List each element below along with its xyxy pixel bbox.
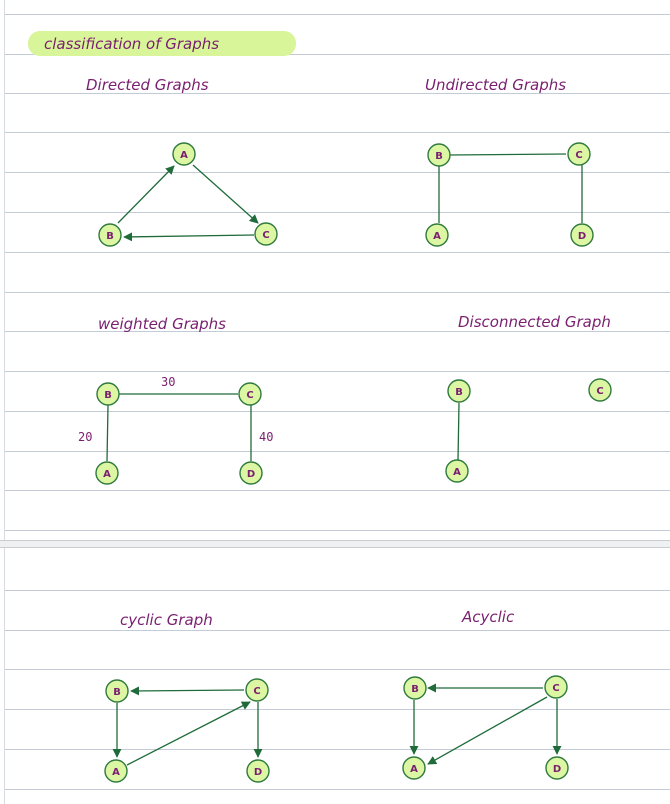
- notebook-page-1: [4, 0, 670, 540]
- node-b-label: B: [435, 151, 443, 162]
- directed-graph: Directed Graphs A B C: [86, 76, 278, 247]
- cyclic-graph: cyclic Graph B C A D: [104, 611, 270, 783]
- node-c-label: C: [246, 390, 253, 401]
- undirected-graph-title: Undirected Graphs: [425, 76, 566, 94]
- node-c-label: C: [596, 386, 603, 397]
- title-highlight: [28, 31, 296, 56]
- edge-b-a: [117, 165, 175, 224]
- node-d-label: D: [553, 764, 561, 775]
- page-gap: [0, 540, 670, 548]
- node-a: A: [445, 459, 469, 483]
- node-d-label: D: [247, 469, 255, 480]
- node-c: C: [238, 382, 262, 406]
- main-title: classification of Graphs: [28, 31, 296, 56]
- node-d: D: [545, 756, 569, 780]
- node-a-label: A: [180, 150, 188, 161]
- node-b-label: B: [104, 390, 112, 401]
- node-d: D: [246, 759, 270, 783]
- node-a: A: [172, 142, 196, 166]
- edge-a-c: [192, 164, 259, 224]
- node-c-label: C: [253, 686, 260, 697]
- node-b-label: B: [113, 687, 121, 698]
- node-d: D: [570, 223, 594, 247]
- node-b: B: [447, 379, 471, 403]
- weighted-graph-title: weighted Graphs: [98, 315, 226, 333]
- node-c-label: C: [575, 150, 582, 161]
- weighted-graph: weighted Graphs 30 20 40 B C A D: [78, 315, 273, 485]
- node-c: C: [254, 222, 278, 246]
- node-c: C: [588, 378, 612, 402]
- acyclic-graph: Acyclic B C A D: [402, 608, 569, 780]
- edge-b-a: [457, 402, 460, 461]
- weight-b-a: 20: [78, 430, 92, 444]
- edge-b-a: [106, 404, 109, 462]
- node-c: C: [567, 142, 591, 166]
- page-title: classification of Graphs: [44, 35, 219, 53]
- node-c-label: C: [552, 683, 559, 694]
- node-a-label: A: [433, 231, 441, 242]
- undirected-graph: Undirected Graphs B C A D: [425, 76, 594, 247]
- node-b: B: [96, 382, 120, 406]
- node-b: B: [98, 223, 122, 247]
- node-a-label: A: [103, 469, 111, 480]
- node-a-label: A: [453, 467, 461, 478]
- weight-c-d: 40: [259, 430, 273, 444]
- cyclic-graph-title: cyclic Graph: [120, 611, 213, 629]
- node-d-label: D: [254, 767, 262, 778]
- edge-c-a: [427, 696, 548, 765]
- node-b: B: [105, 679, 129, 703]
- edge-b-c: [448, 153, 567, 156]
- node-b: B: [403, 676, 427, 700]
- node-a: A: [95, 461, 119, 485]
- edge-a-c: [126, 701, 251, 766]
- node-a: A: [425, 223, 449, 247]
- node-b-label: B: [411, 684, 419, 695]
- disconnected-graph-title: Disconnected Graph: [458, 313, 611, 331]
- node-c: C: [544, 675, 568, 699]
- node-c: C: [245, 678, 269, 702]
- weight-b-c: 30: [161, 375, 175, 389]
- node-a-label: A: [410, 764, 418, 775]
- node-b-label: B: [455, 387, 463, 398]
- node-d: D: [239, 461, 263, 485]
- disconnected-graph: Disconnected Graph B C A: [445, 313, 612, 483]
- node-a: A: [402, 756, 426, 780]
- edge-c-b: [130, 686, 245, 696]
- acyclic-graph-title: Acyclic: [461, 608, 515, 626]
- node-b: B: [427, 143, 451, 167]
- node-a-label: A: [112, 767, 120, 778]
- node-d-label: D: [578, 231, 586, 242]
- directed-graph-title: Directed Graphs: [86, 76, 209, 94]
- node-b-label: B: [106, 231, 114, 242]
- node-c-label: C: [262, 230, 269, 241]
- node-a: A: [104, 759, 128, 783]
- edge-c-b: [123, 232, 255, 242]
